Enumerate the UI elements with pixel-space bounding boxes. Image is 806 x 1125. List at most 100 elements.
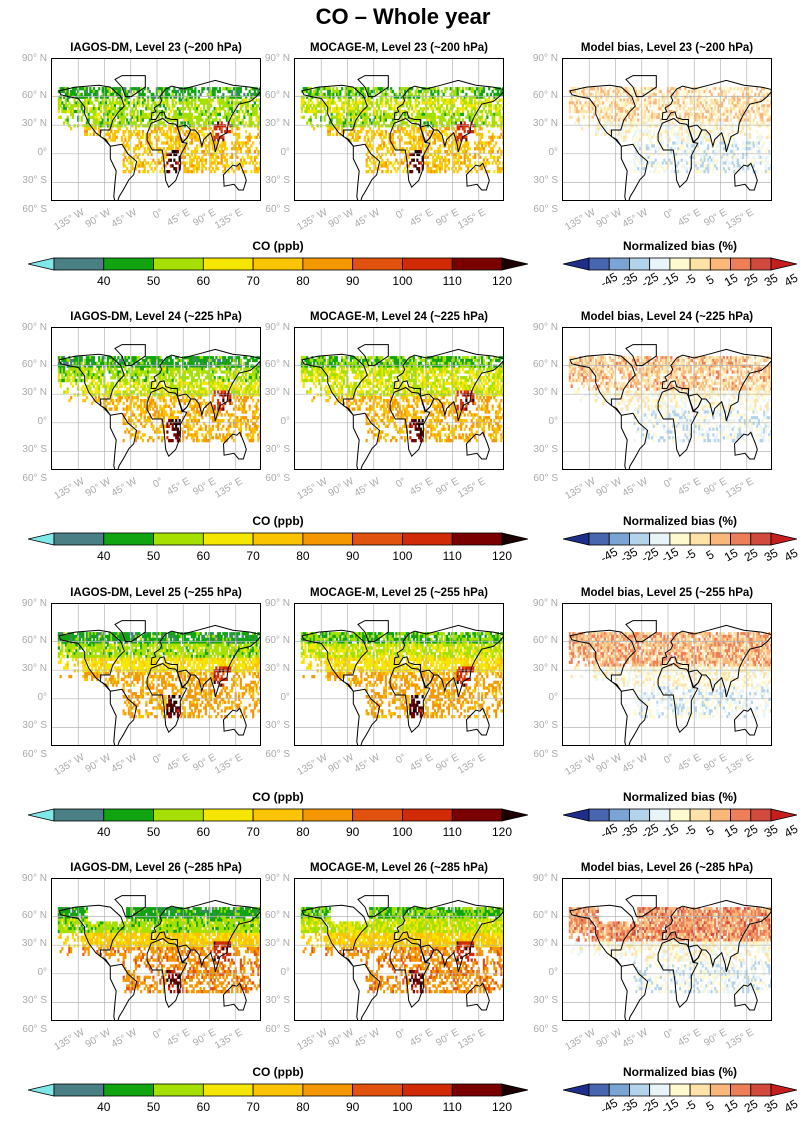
colorbar-tick-label: 80 [287,549,319,563]
map-plot-area [562,327,772,470]
coastline-south-america [109,688,138,745]
colorbar-title: CO (ppb) [28,1065,528,1079]
map-svg [295,328,503,469]
map-plot-area [294,878,504,1021]
coastline-greenland [357,620,389,643]
map-panel: IAGOS-DM, Level 25 (~255 hPa) 90° N 60° N 3… [22,587,301,778]
colorbar-tick-label: 60 [187,549,219,563]
coastline-eurasia [393,79,503,153]
map-panel: Model bias, Level 25 (~255 hPa) 90° N 60° … [533,587,806,778]
data-cells [57,632,260,719]
latitude-label: 90° N [518,322,558,333]
co-colorbar: CO (ppb) 40 50 60 70 80 90 100 110 120 [27,514,529,563]
longitude-label: 0° [395,476,409,490]
coastline-australia [733,982,758,1011]
coastline-africa [146,937,188,1009]
map-svg [52,328,260,469]
colorbar-tick-label: 50 [138,549,170,563]
longitude-label: 45° E [165,207,192,229]
longitude-label: 90° W [327,207,356,230]
colorbar-tick-label: 80 [287,825,319,839]
colorbar-segment [302,808,354,822]
co-colorbar: CO (ppb) 40 50 60 70 80 90 100 110 120 [27,239,529,288]
longitude-label: 135° W [564,476,598,502]
longitude-label: 90° W [595,752,624,775]
panel-title: Model bias, Level 25 (~255 hPa) [562,587,772,599]
longitude-label: 0° [152,752,166,766]
coastline-australia [733,431,758,460]
latitude-label: 90° N [7,53,47,64]
colorbar-segment [451,1083,503,1097]
longitude-label: 90° E [702,207,729,229]
coastline-south-america [620,143,649,200]
latitude-label: 30° N [7,938,47,949]
longitude-label: 135° W [53,1027,87,1053]
latitude-label: 30° S [250,720,290,731]
colorbar-tick-label: 110 [436,1100,468,1114]
colorbar-tick-label: 50 [138,274,170,288]
longitude-label: 0° [663,207,677,221]
colorbar-over-triangle [770,532,798,546]
colorbar-under-triangle [562,257,590,271]
coastline-australia [733,707,758,736]
map-panel: IAGOS-DM, Level 24 (~225 hPa) 90° N 60° N 3… [22,311,301,502]
latitude-label: 60° N [518,910,558,921]
coastline-arabia [176,124,192,144]
longitude-label: 0° [152,1027,166,1041]
latitude-label: 0° [518,147,558,158]
latitude-label: 60° S [250,1024,290,1035]
colorbar-tick-label: 100 [386,825,418,839]
longitude-label: 45° W [353,476,382,499]
map-plot-area [294,327,504,470]
coastline-arabia [419,669,435,689]
latitude-label: 90° N [518,53,558,64]
coastline-north-america [569,904,636,967]
longitude-label: 135° E [456,1027,488,1052]
longitude-label: 90° E [702,752,729,774]
map-plot-area [294,603,504,746]
longitude-label: 45° E [408,476,435,498]
longitude-label: 135° E [724,752,756,777]
longitude-label: 135° W [296,1027,330,1053]
colorbar-title: CO (ppb) [28,790,528,804]
data-cells [57,87,260,174]
colorbar-tick-label: 120 [486,274,518,288]
longitude-label: 45° E [676,752,703,774]
colorbar-segment [302,257,354,271]
coastline-australia [465,162,490,191]
latitude-label: 90° N [250,873,290,884]
longitude-label: 90° E [434,1027,461,1049]
longitude-label: 135° W [296,207,330,233]
panel-title: Model bias, Level 26 (~285 hPa) [562,862,772,874]
latitude-label: 30° S [250,444,290,455]
longitude-label: 45° W [110,752,139,775]
longitude-label: 135° W [53,207,87,233]
colorbar-tick-label: 70 [237,274,269,288]
latitude-label: 90° N [7,598,47,609]
colorbar-segment [402,532,453,546]
coastline-eurasia [661,899,771,973]
map-panel: Model bias, Level 23 (~200 hPa) 90° N 60° … [533,42,806,233]
latitude-label: 30° S [518,444,558,455]
graticule [563,604,771,745]
latitude-label: 30° N [518,387,558,398]
colorbar-segment [202,808,254,822]
colorbar-tick-label: 90 [337,825,369,839]
colorbar-tick-label: 120 [486,549,518,563]
colorbar-over-triangle [501,1083,529,1097]
map-svg [52,879,260,1020]
colorbar-svg [27,532,529,546]
coastline-north-america [58,353,125,416]
latitude-label: 0° [7,692,47,703]
coastline-south-america [352,143,381,200]
coastline-arabia [419,393,435,413]
coastline-north-america [301,904,368,967]
coastline-north-america [569,84,636,147]
colorbar-tick-label: 90 [337,1100,369,1114]
coastline-greenland [114,620,146,643]
data-cells [57,907,260,994]
map-svg [563,879,771,1020]
colorbar-over-triangle [770,808,798,822]
colorbar-segment [402,1083,453,1097]
